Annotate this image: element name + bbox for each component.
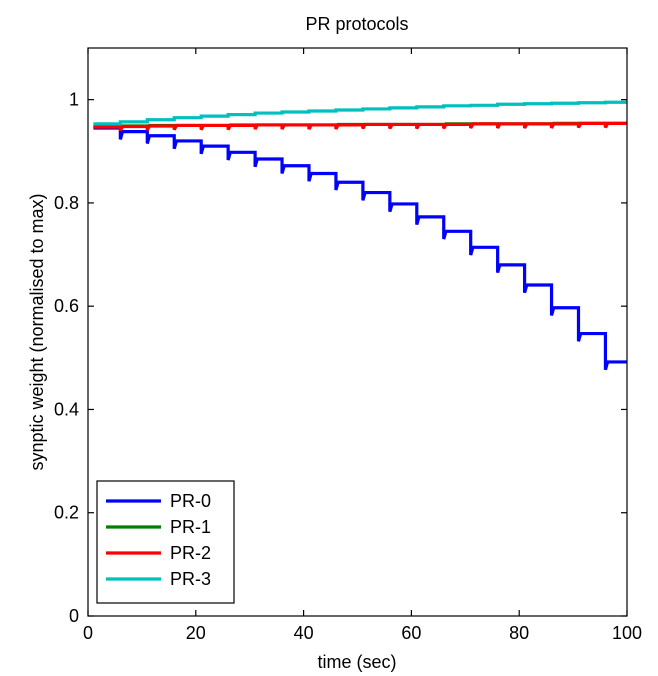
x-axis-label: time (sec)	[317, 652, 396, 672]
y-tick-label: 0.6	[54, 296, 79, 316]
y-axis-label: synptic weight (normalised to max)	[27, 193, 47, 470]
x-tick-label: 80	[509, 623, 529, 643]
x-tick-label: 20	[186, 623, 206, 643]
legend-box	[96, 480, 235, 604]
series-line-pr-2	[93, 121, 627, 132]
chart-title: PR protocols	[305, 14, 408, 34]
y-tick-label: 0.8	[54, 193, 79, 213]
legend-label-pr-3: PR-3	[170, 569, 211, 589]
x-tick-label: 100	[612, 623, 642, 643]
legend-label-pr-0: PR-0	[170, 491, 211, 511]
legend-label-pr-2: PR-2	[170, 543, 211, 563]
y-tick-label: 0	[69, 606, 79, 626]
axes-frame	[87, 47, 628, 617]
y-tick-label: 0.2	[54, 503, 79, 523]
series-line-pr-0	[93, 126, 627, 371]
x-tick-label: 60	[401, 623, 421, 643]
series-layer	[93, 100, 627, 371]
y-tick-label: 0.4	[54, 399, 79, 419]
series-line-pr-3	[93, 100, 627, 126]
x-tick-label: 0	[83, 623, 93, 643]
legend: PR-0 PR-1 PR-2 PR-3	[96, 480, 235, 604]
legend-label-pr-1: PR-1	[170, 517, 211, 537]
y-tick-label: 1	[69, 90, 79, 110]
x-tick-label: 40	[294, 623, 314, 643]
axes-layer: 0 20 40 60 80 100 0 0.2 0.4 0.6 0.8 1	[54, 47, 642, 643]
